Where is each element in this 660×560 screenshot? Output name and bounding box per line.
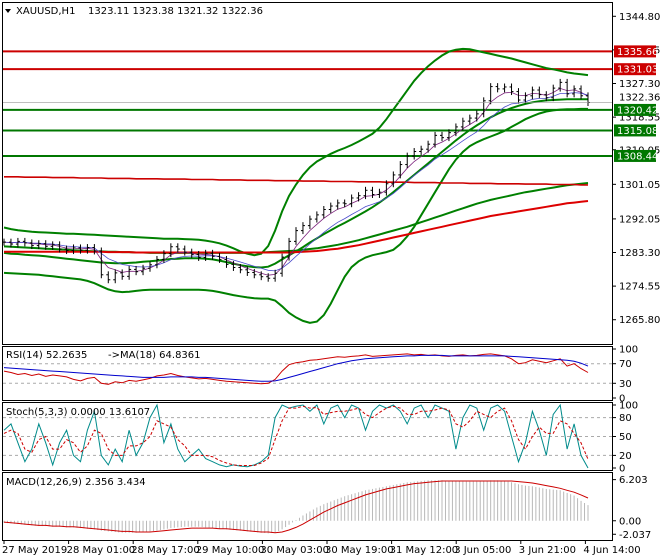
level-label: 1308.44 <box>617 151 658 162</box>
price-header-ohlc: 1323.11 1323.38 1321.32 1322.36 <box>88 6 263 17</box>
collapse-triangle-icon[interactable] <box>5 9 11 13</box>
level-label-box <box>614 63 656 76</box>
level-label-box <box>614 124 656 137</box>
x-tick-label: 29 May 10:00 <box>196 545 265 556</box>
price-y-tick-label: 1283.30 <box>619 248 660 259</box>
price-y-tick-label: 1344.80 <box>619 12 660 23</box>
level-label: 1331.03 <box>617 65 658 76</box>
stoch-y-tick-label: 20 <box>619 451 632 462</box>
price-y-tick-label: 1318.55 <box>619 113 660 124</box>
macd-y-tick-label: 6.203 <box>619 475 648 486</box>
macd-y-tick-label: -2.037 <box>619 530 651 541</box>
price-indicator-line <box>3 47 589 257</box>
stoch-y-tick-label: 50 <box>619 432 632 443</box>
price-bars <box>2 78 590 284</box>
price-y-tick-label: 1327.30 <box>619 79 660 90</box>
current-price-label: 1322.36 <box>619 92 660 103</box>
price-y-tick-label: 1292.05 <box>619 214 660 225</box>
price-indicator-line <box>4 176 588 186</box>
x-tick-label: 3 Jun 05:00 <box>454 545 511 556</box>
macd-y-tick-label: 0.00 <box>619 516 641 527</box>
x-tick-label: 30 May 03:00 <box>260 545 329 556</box>
stoch-y-tick-label: 100 <box>619 401 638 412</box>
stoch-y-tick-label: 0 <box>619 464 625 475</box>
rsi-y-tick-label: 30 <box>619 379 632 390</box>
stoch-y-tick-label: 80 <box>619 413 632 424</box>
price-y-tick-label: 1274.55 <box>619 282 660 293</box>
level-label-box <box>614 45 656 58</box>
macd-signal <box>3 480 589 534</box>
price-panel-frame <box>2 2 613 345</box>
price-level-labels: 1335.66 1331.03 1320.42 1315.08 1308.44 1322.… <box>3 45 660 162</box>
macd-panel-frame <box>2 472 613 541</box>
price-horizontal-levels <box>3 50 612 157</box>
stoch-lines <box>3 403 589 469</box>
price-y-tick-label: 1301.05 <box>619 180 660 191</box>
rsi-y-tick-label: 100 <box>619 345 638 356</box>
level-label: 1320.42 <box>617 105 658 116</box>
rsi-header: RSI(14) 52.2635 <box>6 350 87 361</box>
rsi-y-tick-label: 70 <box>619 359 632 370</box>
x-tick-label: 28 May 01:00 <box>67 545 136 556</box>
level-label: 1335.66 <box>617 47 658 58</box>
x-tick-label: 4 Jun 14:00 <box>583 545 640 556</box>
level-label-box <box>614 103 656 116</box>
x-tick-label: 30 May 19:00 <box>325 545 394 556</box>
x-tick-label: 27 May 2019 <box>2 545 67 556</box>
macd-y-axis: 6.203 0.00 -2.037 <box>612 475 651 541</box>
stoch-d-line <box>3 405 589 466</box>
rsi-panel-frame <box>2 346 613 401</box>
stoch-k-line <box>3 403 589 469</box>
stoch-header: Stoch(5,3,3) 0.0000 13.6107 <box>6 407 150 418</box>
price-indicator-line <box>3 107 588 324</box>
macd-signal-line <box>3 480 589 534</box>
rsi-line <box>3 354 589 382</box>
level-label-box <box>614 149 656 162</box>
rsi-lines <box>3 353 589 385</box>
rsi-y-axis: 100 70 30 0 <box>612 345 638 405</box>
price-header-symbol: XAUUSD,H1 <box>16 6 75 17</box>
price-y-tick-label: 1265.80 <box>619 315 660 326</box>
rsi-ma-header: ->MA(18) 64.8361 <box>108 350 201 361</box>
macd-histogram <box>3 480 589 534</box>
rsi-line <box>3 353 589 385</box>
x-tick-label: 28 May 17:00 <box>131 545 200 556</box>
rsi-y-tick-label: 0 <box>619 394 625 405</box>
macd-header: MACD(12,26,9) 2.356 3.434 <box>6 477 146 488</box>
level-label: 1315.08 <box>617 126 658 137</box>
x-tick-label: 31 May 12:00 <box>390 545 459 556</box>
x-tick-label: 3 Jun 21:00 <box>519 545 576 556</box>
